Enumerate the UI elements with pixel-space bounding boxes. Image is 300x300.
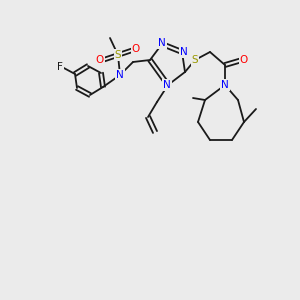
Text: O: O	[96, 55, 104, 65]
Text: O: O	[240, 55, 248, 65]
Text: F: F	[57, 62, 63, 72]
Text: N: N	[221, 80, 229, 90]
Text: S: S	[192, 55, 198, 65]
Text: N: N	[163, 80, 171, 90]
Text: N: N	[158, 38, 166, 48]
Text: N: N	[116, 70, 124, 80]
Text: O: O	[132, 44, 140, 54]
Text: S: S	[115, 50, 121, 60]
Text: N: N	[180, 47, 188, 57]
